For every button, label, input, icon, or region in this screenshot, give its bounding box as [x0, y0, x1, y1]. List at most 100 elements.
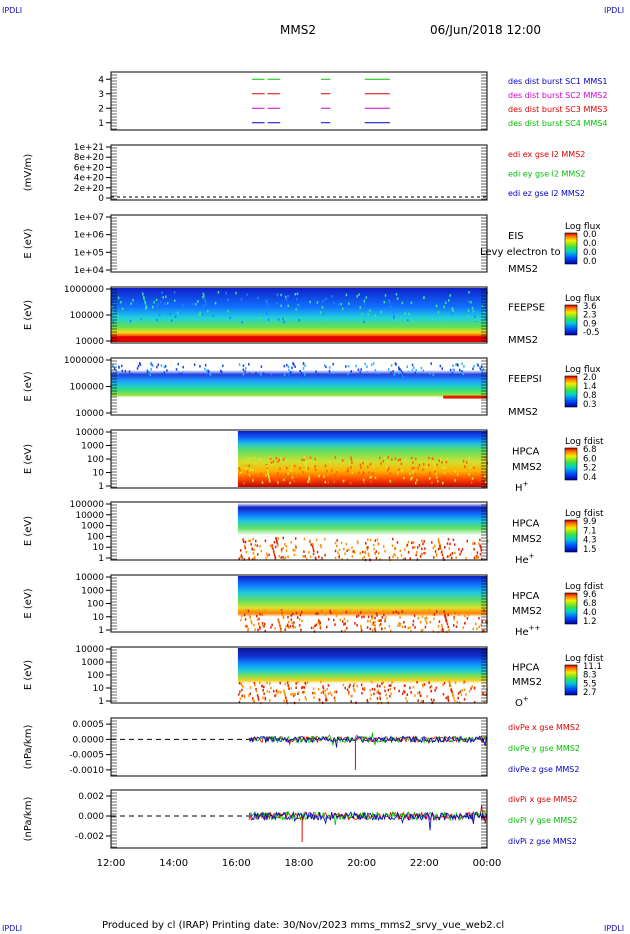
spectrogram-speck	[385, 693, 387, 697]
spectrogram-speck	[335, 690, 338, 694]
y-tick-label: 2e+20	[74, 184, 105, 194]
y-tick-label: 1000	[81, 522, 104, 532]
spectrogram-speck	[240, 554, 243, 557]
spectrogram-speck	[456, 473, 459, 476]
spectrogram-speck	[352, 373, 355, 377]
spectrogram-speck	[471, 477, 474, 480]
spectrogram-speck	[319, 543, 322, 547]
spectrogram-speck	[280, 628, 282, 632]
spectrogram-speck	[399, 458, 402, 461]
spectrogram-speck	[169, 312, 171, 316]
spectrogram-speck	[361, 312, 363, 316]
spectrogram-speck	[359, 459, 362, 463]
spectrogram-speck	[269, 682, 271, 685]
spectrogram-speck	[384, 476, 386, 479]
spectrogram-speck	[397, 458, 400, 462]
y-tick-label: 10000	[75, 573, 104, 583]
spectrogram-speck	[390, 684, 392, 687]
spectrogram-speck	[384, 689, 386, 693]
spectrogram-speck	[288, 612, 291, 615]
spectrogram-speck	[441, 550, 443, 554]
spectrogram-speck	[325, 698, 328, 702]
spectrogram-speck	[112, 310, 114, 313]
spectrogram-speck	[482, 629, 485, 633]
spectrogram-speck	[441, 461, 443, 464]
spectrogram-speck	[409, 626, 411, 629]
spectrogram-speck	[404, 474, 406, 478]
legend-entry: edi ey gse l2 MMS2	[508, 170, 586, 179]
spectrogram-speck	[282, 317, 285, 321]
spectrogram-speck	[324, 698, 327, 702]
spectrogram-speck	[249, 686, 252, 689]
spectrogram-speck	[334, 609, 336, 613]
spectrogram-speck	[263, 625, 265, 628]
colorbar-tick-label: -0.5	[583, 328, 600, 338]
spectrogram-speck	[264, 698, 267, 702]
spectrogram-speck	[301, 619, 303, 623]
spectrogram-speck	[261, 685, 263, 688]
spectrogram-speck	[366, 548, 369, 551]
y-tick-label: 100	[87, 671, 104, 681]
spectrogram-speck	[362, 550, 364, 554]
spectrogram-speck	[357, 368, 360, 371]
spectrogram-speck	[279, 690, 282, 694]
spectrogram-speck	[157, 303, 160, 306]
spectrogram-speck	[388, 466, 390, 470]
panel-divpe	[106, 717, 488, 777]
spectrogram-speck	[419, 694, 422, 698]
spectrogram-speck	[113, 302, 116, 305]
spectrogram-speck	[464, 614, 466, 618]
spectrogram-speck	[283, 557, 285, 561]
spectrogram-speck	[296, 292, 299, 296]
colorbar	[564, 664, 578, 696]
spectrogram-speck	[372, 362, 375, 365]
spectrogram-speck	[253, 456, 256, 460]
spectrogram-speck	[418, 463, 421, 467]
spectrogram-speck	[329, 475, 332, 478]
spectrogram-speck	[474, 622, 477, 626]
colorbar-tick-label: 5.5	[583, 679, 597, 689]
spectrogram-speck	[417, 699, 419, 702]
spectrogram-speck	[253, 555, 256, 559]
spectrogram-speck	[443, 610, 445, 613]
spectrogram-speck	[458, 368, 461, 372]
spectrogram-speck	[422, 684, 424, 688]
colorbar-tick-label: 2.0	[583, 373, 597, 383]
spectrogram-speck	[242, 685, 244, 688]
spectrogram-speck	[369, 689, 371, 692]
spectrogram-speck	[370, 363, 373, 367]
spectrogram-speck	[235, 291, 237, 295]
spectrogram-speck	[392, 310, 394, 314]
spectrogram-speck	[451, 312, 454, 315]
spectrogram-speck	[305, 462, 307, 466]
spectrogram-speck	[239, 555, 242, 559]
spectrogram-speck	[442, 629, 444, 633]
spectrogram-speck	[379, 685, 381, 688]
spectrogram-speck	[173, 299, 176, 302]
spectrogram-speck	[443, 681, 446, 685]
corner-label-bottom-right: IPDLI	[604, 924, 625, 933]
overlay-label: Levy electron to	[480, 247, 561, 258]
spectrogram-speck	[372, 543, 375, 547]
y-axis-label: E (eV)	[23, 371, 34, 401]
spectrogram-speck	[275, 456, 278, 460]
spectrogram-speck	[371, 459, 373, 463]
spectrogram-speck	[292, 624, 294, 628]
spectrogram-speck	[467, 309, 470, 312]
spectrogram-speck	[430, 362, 432, 365]
spectrogram-speck	[242, 540, 245, 543]
spectrogram-speck	[128, 370, 131, 373]
spectrogram-speck	[421, 628, 424, 632]
spectrogram-speck	[304, 683, 307, 686]
spectrogram-speck	[308, 551, 310, 554]
spectrogram-speck	[486, 540, 489, 543]
spectrogram-speck	[283, 373, 286, 377]
spectrogram-speck	[460, 693, 463, 696]
spectrogram-speck	[212, 314, 215, 318]
spectrogram-speck	[422, 542, 424, 546]
spectrogram-speck	[483, 463, 486, 467]
colorbar-title: Log flux	[565, 365, 601, 375]
spectrogram-speck	[295, 682, 297, 685]
y-tick-label: -0.0010	[69, 766, 104, 776]
spectrogram-speck	[447, 699, 450, 702]
